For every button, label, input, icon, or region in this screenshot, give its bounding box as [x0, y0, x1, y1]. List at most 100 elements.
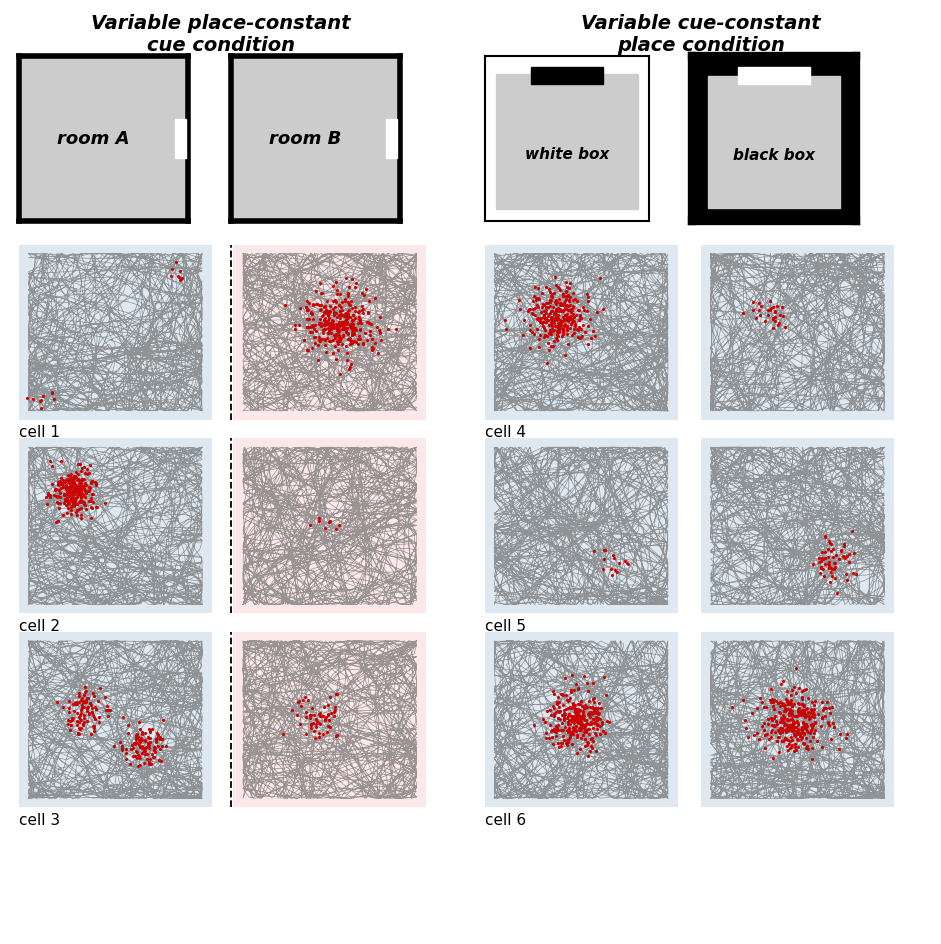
Point: [543, 325, 558, 340]
Point: [56, 700, 71, 716]
Point: [331, 330, 346, 346]
Point: [543, 707, 558, 722]
Point: [776, 698, 791, 713]
Point: [313, 298, 328, 313]
Point: [784, 704, 799, 719]
Point: [62, 705, 77, 720]
Point: [538, 731, 553, 746]
Point: [564, 302, 579, 317]
Point: [572, 330, 587, 346]
Point: [838, 732, 853, 747]
Point: [534, 286, 550, 301]
Point: [528, 301, 543, 316]
Point: [164, 269, 179, 284]
Point: [577, 738, 592, 753]
Point: [566, 326, 582, 341]
Point: [564, 684, 579, 700]
Point: [552, 712, 567, 727]
Point: [582, 707, 597, 722]
Point: [558, 284, 573, 299]
Point: [545, 305, 560, 320]
Point: [587, 329, 602, 345]
Point: [80, 700, 95, 716]
Point: [144, 747, 159, 762]
Point: [551, 292, 566, 307]
Point: [825, 716, 840, 731]
Point: [564, 700, 579, 716]
Point: [547, 323, 562, 338]
Point: [47, 481, 62, 497]
Point: [66, 481, 81, 497]
Point: [562, 294, 577, 309]
Point: [569, 295, 584, 310]
Point: [546, 312, 561, 328]
Point: [799, 683, 814, 698]
Point: [146, 743, 161, 758]
Point: [800, 724, 815, 739]
Point: [81, 465, 96, 480]
Point: [791, 708, 806, 723]
Point: [329, 323, 344, 338]
Point: [87, 710, 102, 725]
Point: [85, 487, 100, 502]
Point: [588, 705, 603, 720]
Point: [353, 312, 368, 327]
Point: [758, 728, 773, 743]
Point: [804, 751, 819, 767]
Point: [87, 720, 102, 735]
Point: [797, 726, 812, 741]
Point: [546, 683, 561, 699]
Point: [580, 304, 595, 319]
Point: [324, 706, 339, 721]
Point: [327, 329, 342, 344]
Point: [165, 262, 180, 278]
Point: [834, 543, 849, 558]
Point: [563, 310, 578, 325]
Point: [765, 692, 780, 707]
Point: [567, 702, 582, 717]
Point: [607, 563, 622, 578]
Point: [758, 728, 773, 743]
Point: [833, 544, 848, 559]
Point: [556, 713, 571, 728]
Point: [589, 306, 604, 321]
Point: [332, 319, 347, 334]
Point: [115, 743, 130, 758]
Point: [788, 729, 803, 744]
Point: [818, 531, 833, 546]
Point: [76, 695, 91, 710]
Point: [317, 318, 332, 333]
Point: [136, 744, 152, 759]
Point: [779, 725, 794, 740]
Point: [564, 726, 579, 741]
Point: [54, 476, 69, 491]
Point: [790, 722, 805, 737]
Point: [815, 695, 830, 710]
Point: [553, 738, 568, 753]
Point: [796, 716, 811, 731]
Point: [523, 302, 538, 317]
Point: [173, 264, 188, 279]
Point: [311, 353, 326, 368]
Point: [796, 719, 811, 734]
Point: [779, 701, 794, 716]
Point: [537, 312, 552, 328]
Point: [66, 468, 81, 483]
Point: [140, 730, 155, 745]
Point: [583, 738, 598, 753]
Point: [307, 318, 322, 333]
Point: [67, 484, 82, 499]
Point: [785, 700, 800, 715]
Point: [342, 361, 357, 376]
Point: [69, 695, 84, 710]
Point: [816, 562, 831, 577]
Point: [555, 729, 570, 744]
Point: [56, 480, 71, 496]
Point: [143, 724, 158, 739]
Point: [832, 552, 847, 567]
Point: [26, 392, 41, 407]
Point: [560, 297, 575, 312]
Point: [823, 544, 838, 559]
Point: [152, 730, 167, 745]
Point: [814, 550, 829, 565]
